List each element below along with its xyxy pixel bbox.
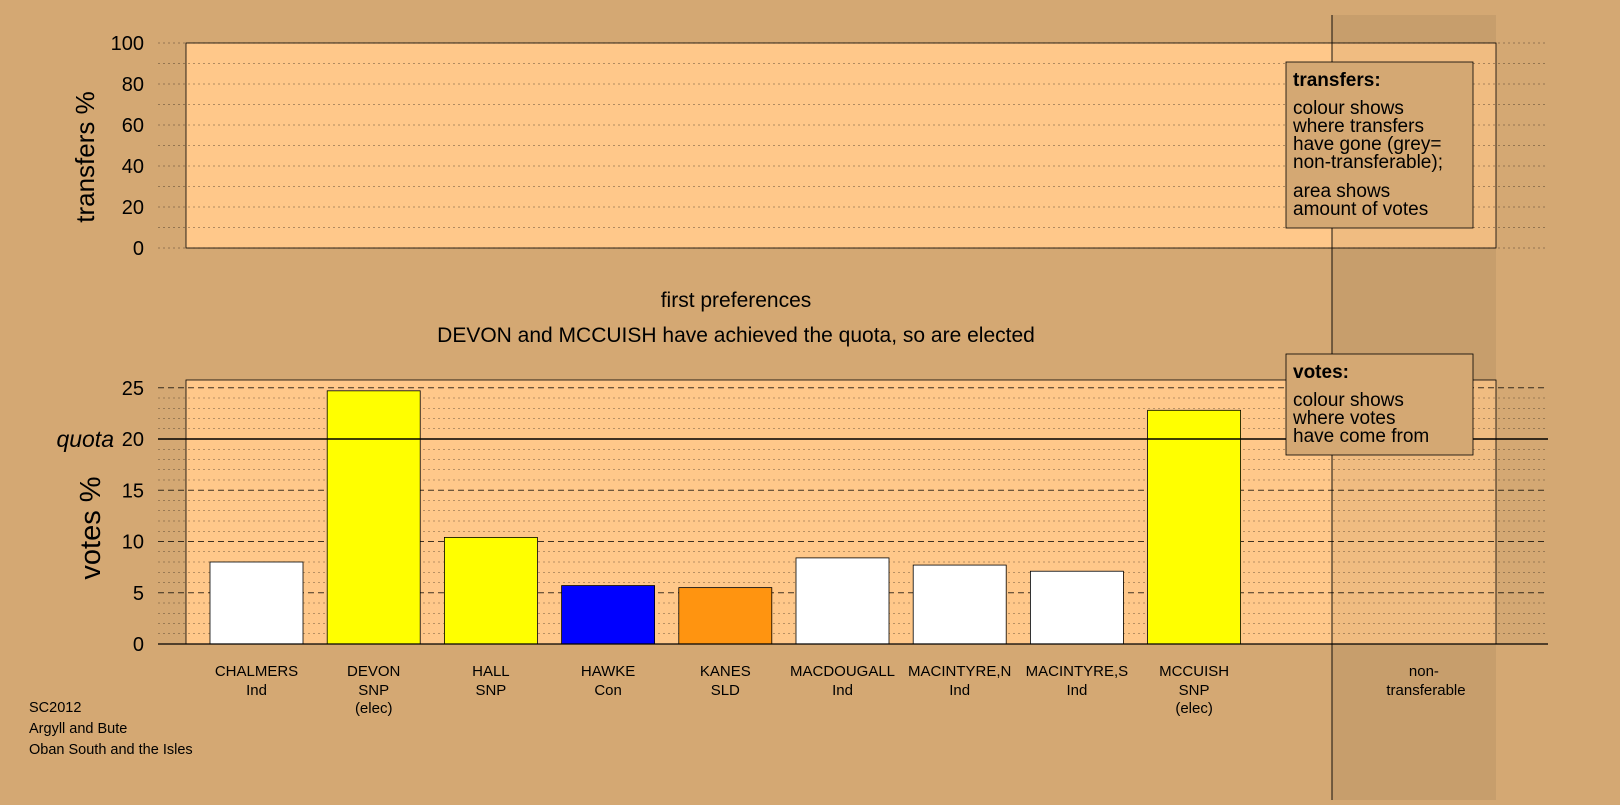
transfers-legend-line: colour shows	[1293, 98, 1404, 119]
votes-legend-line: colour shows	[1293, 390, 1404, 411]
candidate-party: Ind	[949, 682, 970, 699]
candidate-party: SNP	[475, 682, 506, 699]
bar-chalmers	[209, 561, 304, 645]
transfers-y-ticks: 0 20 40 60 80 100	[111, 33, 144, 260]
non-transferable-label-line-1: non-	[1409, 663, 1439, 680]
transfers-legend-line: area shows	[1293, 181, 1390, 202]
transfers-legend-line: have gone (grey=	[1293, 134, 1441, 155]
transfers-y-tick-label: 40	[122, 156, 144, 178]
candidate-party: Ind	[246, 682, 267, 699]
transfers-legend-box	[1285, 61, 1474, 229]
votes-y-axis-label: votes %	[75, 476, 107, 579]
transfers-y-tick-label: 100	[111, 33, 144, 55]
votes-legend-text: colour shows where votes have come from	[1292, 390, 1429, 447]
votes-legend-box	[1285, 353, 1474, 456]
footer-line: Oban South and the Isles	[29, 742, 193, 758]
stage-title: first preferences	[661, 289, 812, 312]
bar-hawke	[561, 585, 655, 645]
votes-legend-line: have come from	[1293, 426, 1429, 447]
candidate-name: MCCUISH	[1159, 663, 1229, 680]
candidate-name: KANES	[700, 663, 751, 680]
candidate-party: SLD	[711, 682, 740, 699]
transfers-legend: transfers: colour shows where transfers …	[1285, 61, 1474, 229]
candidate-party: Ind	[832, 682, 853, 699]
candidate-party: Con	[594, 682, 622, 699]
bar-devon	[326, 390, 421, 645]
transfers-legend-line: where transfers	[1292, 116, 1424, 137]
candidate-elected-note: (elec)	[355, 700, 393, 717]
footer-text: SC2012 Argyll and Bute Oban South and th…	[29, 700, 193, 758]
candidate-party: SNP	[1179, 682, 1210, 699]
quota-label: quota	[56, 426, 114, 452]
transfers-legend-text-b: area shows amount of votes	[1293, 181, 1428, 220]
votes-y-tick-label: 0	[133, 634, 144, 656]
footer-line: SC2012	[29, 700, 81, 716]
votes-legend-line: where votes	[1292, 408, 1395, 429]
transfers-gridlines	[158, 42, 1548, 249]
votes-y-tick-label: 20	[122, 429, 144, 451]
candidate-elected-note: (elec)	[1175, 700, 1213, 717]
candidate-labels: CHALMERSIndDEVONSNP(elec)HALLSNPHAWKECon…	[215, 663, 1229, 717]
non-transferable-label: non- transferable	[1386, 663, 1465, 699]
candidate-name: CHALMERS	[215, 663, 298, 680]
non-transferable-label-line-2: transferable	[1386, 682, 1465, 699]
bar-macintyre-n	[912, 564, 1007, 645]
transfers-legend-line: amount of votes	[1293, 199, 1428, 220]
transfers-y-axis-label: transfers %	[70, 91, 100, 223]
candidate-name: HALL	[472, 663, 510, 680]
votes-legend: votes: colour shows where votes have com…	[1285, 353, 1474, 456]
votes-legend-title: votes:	[1293, 362, 1349, 383]
votes-y-ticks: 0 5 10 15 20 25	[122, 378, 144, 656]
stage-subtitle: DEVON and MCCUISH have achieved the quot…	[437, 324, 1035, 347]
transfers-legend-title: transfers:	[1293, 70, 1381, 91]
bar-macdougall	[795, 557, 890, 645]
transfers-y-tick-label: 20	[122, 197, 144, 219]
votes-y-tick-label: 25	[122, 378, 144, 400]
candidate-party: SNP	[358, 682, 389, 699]
bar-mccuish	[1147, 409, 1241, 645]
votes-bars	[209, 390, 1241, 645]
votes-y-tick-label: 10	[122, 532, 144, 554]
candidate-name: MACINTYRE,N	[908, 663, 1011, 680]
transfers-legend-line: non-transferable);	[1293, 152, 1443, 173]
votes-y-tick-label: 15	[122, 480, 144, 502]
votes-y-tick-label: 5	[133, 583, 144, 605]
bar-macintyre-s	[1030, 570, 1124, 645]
transfers-y-tick-label: 80	[122, 74, 144, 96]
candidate-name: HAWKE	[581, 663, 635, 680]
candidate-party: Ind	[1066, 682, 1087, 699]
transfers-y-tick-label: 60	[122, 115, 144, 137]
transfers-legend-text-a: colour shows where transfers have gone (…	[1292, 98, 1447, 173]
transfers-y-tick-label: 0	[133, 238, 144, 260]
footer-line: Argyll and Bute	[29, 721, 127, 737]
bar-hall	[443, 537, 538, 645]
candidate-name: MACINTYRE,S	[1026, 663, 1129, 680]
candidate-name: DEVON	[347, 663, 400, 680]
candidate-name: MACDOUGALL	[790, 663, 895, 680]
bar-kanes	[678, 587, 773, 645]
